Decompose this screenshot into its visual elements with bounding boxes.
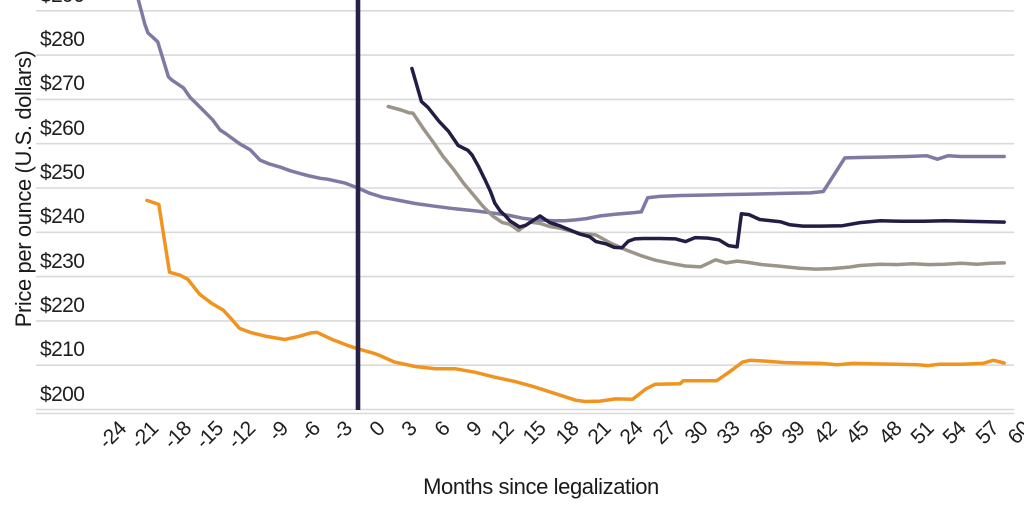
- y-tick-label-200: $200: [40, 382, 85, 406]
- y-tick-label-220: $220: [40, 293, 85, 317]
- series-slate-line: [136, 0, 1006, 223]
- y-tick-label-240: $240: [40, 205, 85, 229]
- y-tick-label-230: $230: [40, 249, 85, 273]
- y-tick-label-290: $290: [40, 0, 85, 8]
- y-tick-label-270: $270: [40, 72, 85, 96]
- y-tick-label-210: $210: [40, 338, 85, 362]
- y-tick-label-280: $280: [40, 28, 85, 52]
- y-axis-title: Price per ounce (U.S. dollars): [11, 50, 36, 328]
- y-tick-label-250: $250: [40, 161, 85, 184]
- y-tick-label-260: $260: [40, 116, 85, 140]
- x-axis-title: Months since legalization: [423, 474, 659, 499]
- series-navy-line: [410, 66, 1006, 250]
- series-orange-line: [145, 198, 1006, 404]
- series-taupe-line: [386, 104, 1006, 271]
